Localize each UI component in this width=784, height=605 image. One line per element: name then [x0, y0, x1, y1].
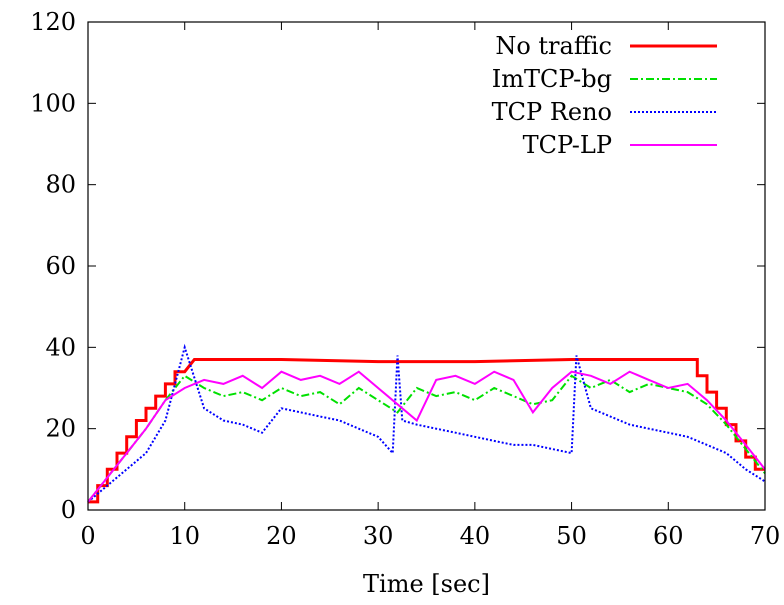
legend-label-imtcp-bg: ImTCP-bg — [492, 65, 612, 93]
series-line-imtcp-bg — [87, 374, 766, 503]
y-tick-label: 20 — [45, 415, 76, 443]
legend: No traffic ImTCP-bg TCP Reno TCP-LP — [492, 32, 717, 159]
y-tick-label: 60 — [45, 252, 76, 280]
y-tick-label: 0 — [61, 496, 76, 524]
legend-label-tcp-reno: TCP Reno — [492, 98, 612, 126]
y-tick-label: 120 — [30, 8, 76, 36]
series-layer — [87, 343, 766, 504]
y-tick-label: 80 — [45, 171, 76, 199]
legend-label-tcp-lp: TCP-LP — [523, 131, 612, 159]
legend-label-no-traffic: No traffic — [495, 32, 612, 60]
plot-frame — [87, 21, 766, 511]
x-tick-label: 30 — [363, 522, 394, 550]
x-tick-label: 70 — [750, 522, 781, 550]
x-tick-label: 60 — [653, 522, 684, 550]
x-tick-label: 20 — [266, 522, 297, 550]
y-tick-label: 100 — [30, 89, 76, 117]
y-tick-label: 40 — [45, 333, 76, 361]
axes — [87, 21, 766, 511]
x-tick-label: 50 — [556, 522, 587, 550]
series-line-no-traffic — [88, 358, 765, 504]
series-line-tcp-lp — [87, 370, 766, 503]
ticks: 0 10 20 30 40 50 60 70 0 20 40 60 80 100 120 — [30, 8, 780, 550]
x-tick-label: 10 — [169, 522, 200, 550]
x-axis-title: Time [sec] — [363, 570, 490, 598]
series-line-tcp-reno — [87, 343, 766, 503]
x-tick-label: 0 — [80, 522, 95, 550]
x-tick-label: 40 — [460, 522, 491, 550]
